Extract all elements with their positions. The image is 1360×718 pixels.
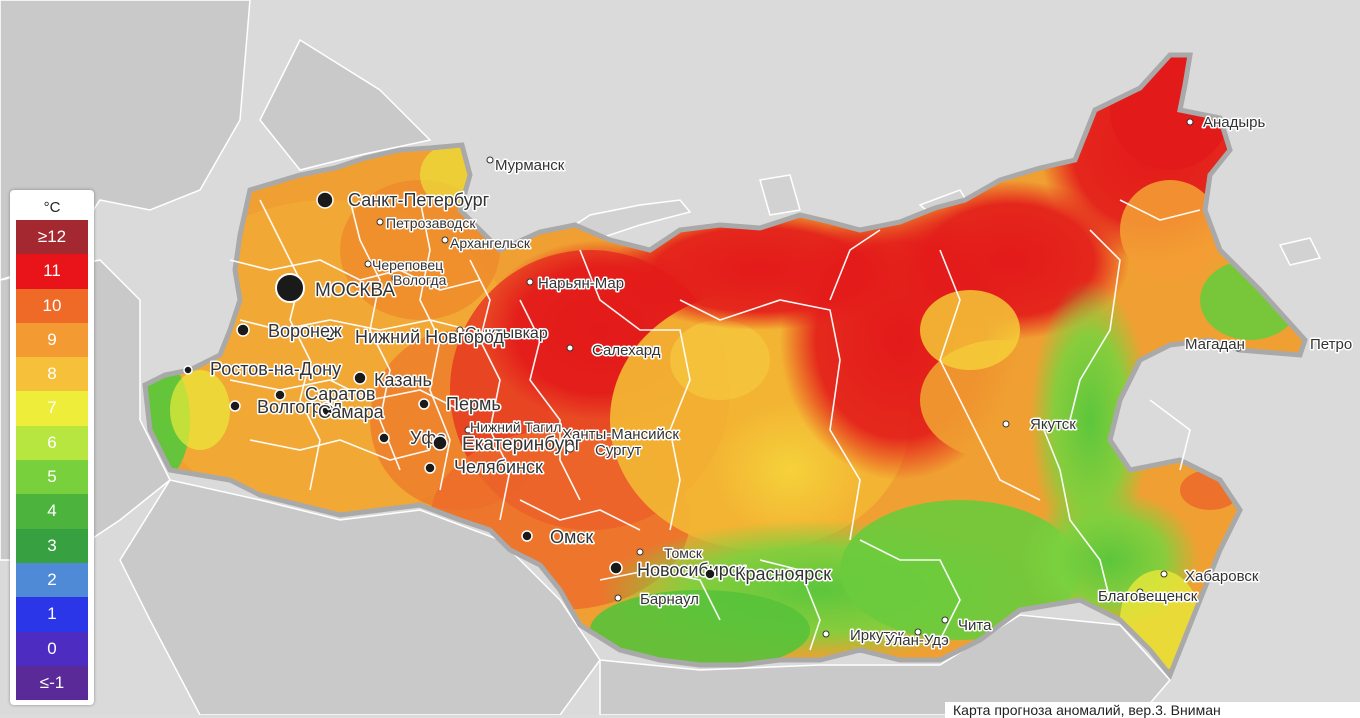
city-dot[interactable] (317, 192, 333, 208)
legend-item: 11 (16, 254, 88, 288)
city-label-arkhangelsk: Архангельск (450, 235, 531, 251)
city-dot[interactable] (527, 279, 533, 285)
city-dot[interactable] (354, 372, 366, 384)
city-dot[interactable] (522, 531, 532, 541)
city-label-novosibirsk: Новосибирск (637, 560, 746, 580)
city-label-cherepovets: Череповец (372, 257, 443, 273)
city-dot[interactable] (615, 595, 621, 601)
city-dot[interactable] (442, 237, 448, 243)
city-dot[interactable] (419, 399, 429, 409)
city-label-magadan: Магадан (1185, 336, 1245, 353)
city-label-vologda: Вологда (393, 272, 447, 288)
legend-item: 0 (16, 632, 88, 666)
city-dot[interactable] (1161, 571, 1167, 577)
city-dot[interactable] (184, 366, 192, 374)
city-dot[interactable] (487, 157, 493, 163)
city-label-yekaterinburg: Екатеринбург (462, 434, 582, 455)
city-label-chelyabinsk: Челябинск (454, 457, 543, 477)
city-label-surgut: Сургут (595, 442, 641, 459)
city-dot[interactable] (379, 433, 389, 443)
city-dot[interactable] (433, 436, 447, 450)
city-label-petrozavodsk: Петрозаводск (386, 215, 476, 231)
city-dot[interactable] (230, 401, 240, 411)
city-dot[interactable] (1003, 421, 1009, 427)
legend-item: 9 (16, 323, 88, 357)
city-label-blagoveshchensk: Благовещенск (1098, 588, 1198, 605)
city-label-tomsk: Томск (664, 545, 703, 561)
city-label-barnaul: Барнаул (640, 591, 699, 608)
legend-item: 7 (16, 391, 88, 425)
legend-item: 3 (16, 529, 88, 563)
city-label-chita: Чита (958, 617, 992, 634)
city-dot-capital[interactable] (276, 274, 304, 302)
city-label-anadyr: Анадырь (1203, 114, 1266, 131)
city-label-perm: Пермь (446, 394, 501, 414)
city-dot[interactable] (823, 631, 829, 637)
city-dot[interactable] (237, 324, 249, 336)
city-dot[interactable] (365, 261, 371, 267)
city-label-murmansk: Мурманск (495, 157, 565, 174)
legend-item: 2 (16, 563, 88, 597)
city-dot[interactable] (637, 549, 643, 555)
city-label-petro: Петро (1310, 336, 1352, 353)
city-label-samara: Самара (318, 402, 385, 422)
city-label-yakutsk: Якутск (1030, 416, 1076, 433)
map-caption: Карта прогноза аномалий, вер.3. Вниман (945, 702, 1360, 718)
city-dot[interactable] (425, 463, 435, 473)
city-dot[interactable] (610, 562, 622, 574)
legend-item: ≤-1 (16, 666, 88, 700)
city-dot[interactable] (705, 569, 715, 579)
city-label-nizhny: Нижний Новгород (355, 327, 505, 347)
city-label-omsk: Омск (550, 527, 593, 547)
legend-unit: °C (16, 196, 88, 220)
city-dot[interactable] (942, 617, 948, 623)
legend-scale: ≥12 11 10 9 8 7 6 5 4 3 2 1 0 ≤-1 (10, 220, 94, 700)
city-label-salekhard: Салехард (592, 342, 661, 359)
legend-item: 4 (16, 494, 88, 528)
legend-item: 1 (16, 597, 88, 631)
city-label-naryan-mar: Нарьян-Мар (538, 275, 624, 292)
city-label-moscow: МОСКВА (315, 280, 395, 301)
legend-item: 8 (16, 357, 88, 391)
city-dot[interactable] (377, 219, 383, 225)
legend-item: 10 (16, 289, 88, 323)
city-label-krasnoyarsk: Красноярск (735, 564, 831, 584)
city-label-ulan-ude: Улан-Удэ (885, 632, 949, 649)
legend-item: ≥12 (16, 220, 88, 254)
city-label-rostov: Ростов-на-Дону (210, 359, 341, 379)
city-dot[interactable] (566, 444, 574, 452)
city-label-spb: Санкт-Петербург (348, 190, 490, 210)
city-dot[interactable] (1187, 119, 1193, 125)
city-label-voronezh: Воронеж (268, 321, 342, 341)
city-label-khabarovsk: Хабаровск (1185, 568, 1259, 585)
temperature-legend: °C ≥12 11 10 9 8 7 6 5 4 3 2 1 0 ≤-1 (10, 190, 94, 705)
city-dot[interactable] (567, 345, 573, 351)
city-label-kazan: Казань (374, 370, 432, 390)
legend-item: 5 (16, 460, 88, 494)
city-label-nizhny-tagil: Нижний Тагил (470, 419, 561, 435)
legend-item: 6 (16, 426, 88, 460)
